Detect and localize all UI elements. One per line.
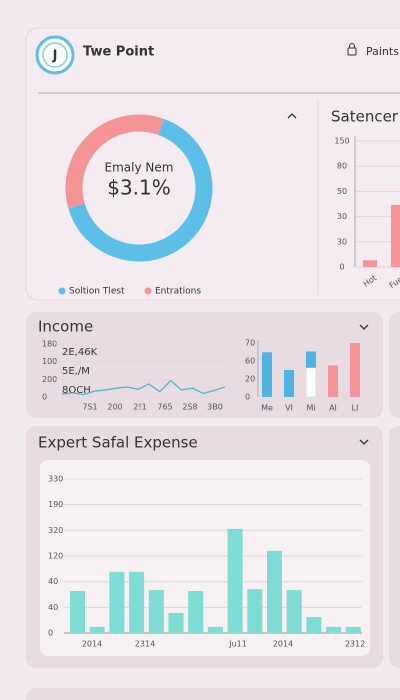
x-tick-label: LI — [352, 404, 359, 413]
x-tick-label: 7S1 — [82, 403, 97, 412]
x-tick-label: 3B0 — [207, 403, 223, 412]
x-tick-label: Me — [261, 404, 273, 413]
legend-label: Soltion Tlest — [69, 287, 125, 297]
partial-card — [389, 426, 400, 668]
y-tick-label: 0 — [48, 629, 53, 638]
bar — [227, 528, 243, 633]
y-tick-label: 40 — [48, 577, 58, 586]
x-tick-label: 2314 — [135, 640, 155, 649]
partial-card — [389, 312, 400, 418]
bar — [286, 590, 302, 633]
y-tick-label: 100 — [42, 357, 57, 366]
x-tick-label: 2014 — [82, 640, 102, 649]
bar — [188, 591, 204, 633]
app-title: Twe Point — [83, 45, 154, 60]
header-action[interactable]: Paints — [366, 45, 399, 58]
bar — [350, 343, 360, 397]
bar — [168, 612, 184, 633]
y-tick-label: 30 — [337, 237, 347, 246]
line — [61, 379, 226, 396]
y-tick-label: 0 — [339, 263, 344, 272]
y-tick-label: 330 — [48, 475, 63, 484]
logo-ring — [42, 42, 68, 68]
donut-value: $3.1% — [107, 176, 171, 200]
bar — [345, 626, 361, 633]
bar — [305, 367, 317, 398]
overlay-label: 8OCH — [62, 385, 91, 396]
y-tick-label: 40 — [48, 603, 58, 612]
logo-text: J — [52, 49, 58, 64]
y-tick-label: 70 — [245, 339, 255, 348]
y-tick-label: 50 — [337, 187, 347, 196]
y-tick-label: 0 — [245, 393, 250, 402]
donut-label: Emaly Nem — [105, 161, 174, 175]
y-tick-label: 60 — [245, 357, 255, 366]
legend-dot — [58, 287, 66, 295]
donut-segment — [68, 118, 213, 262]
y-tick-label: 190 — [48, 500, 63, 509]
bar — [267, 550, 282, 633]
bar — [306, 617, 322, 633]
income-title: Income — [38, 318, 93, 336]
collapse-icon[interactable] — [287, 113, 297, 119]
bar — [262, 352, 272, 397]
bar — [326, 626, 342, 633]
bar — [109, 571, 125, 633]
overlay-label: 5E,/M — [62, 366, 90, 377]
bar — [129, 571, 145, 633]
y-tick-label: 80 — [337, 162, 347, 171]
x-tick-label: Mi — [306, 404, 315, 413]
bar — [328, 365, 338, 397]
bar — [148, 590, 164, 633]
y-tick-label: 20 — [245, 375, 255, 384]
x-tick-label: 200 — [107, 403, 122, 412]
bar — [70, 591, 85, 633]
expense-title: Expert Safal Expense — [38, 434, 198, 452]
x-tick-label: 2014 — [273, 640, 293, 649]
bar — [391, 204, 400, 267]
bottom-card — [26, 688, 400, 700]
y-tick-label: 200 — [42, 375, 57, 384]
x-tick-label: 2!1 — [133, 403, 146, 412]
bar — [207, 626, 223, 633]
legend-dot — [144, 287, 152, 295]
expand-icon[interactable] — [359, 439, 369, 445]
bar — [247, 589, 263, 633]
x-tick-label: AI — [329, 404, 337, 413]
y-tick-label: 0 — [42, 393, 47, 402]
lock-icon — [349, 43, 355, 48]
y-tick-label: 120 — [48, 552, 63, 561]
legend-label: Entrations — [155, 287, 201, 297]
x-tick-label: Ju11 — [228, 640, 247, 649]
y-tick-label: 320 — [48, 526, 63, 535]
x-tick-label: VI — [285, 404, 293, 413]
top-card — [25, 27, 400, 301]
donut-segment — [65, 114, 165, 209]
x-tick-label: 765 — [157, 403, 172, 412]
bar — [363, 260, 377, 267]
lock-icon — [347, 47, 357, 56]
x-tick-label: 2312 — [345, 640, 365, 649]
y-tick-label: 180 — [42, 340, 57, 349]
x-tick-label: 2S8 — [182, 403, 197, 412]
bar — [89, 626, 105, 633]
bar — [306, 351, 316, 368]
overlay-label: 2E,46K — [62, 347, 98, 358]
y-tick-label: 30 — [337, 212, 347, 221]
y-tick-label: 150 — [334, 137, 349, 146]
bar — [284, 370, 294, 397]
side-title: Satencer t — [331, 108, 400, 126]
expand-icon[interactable] — [359, 324, 369, 330]
